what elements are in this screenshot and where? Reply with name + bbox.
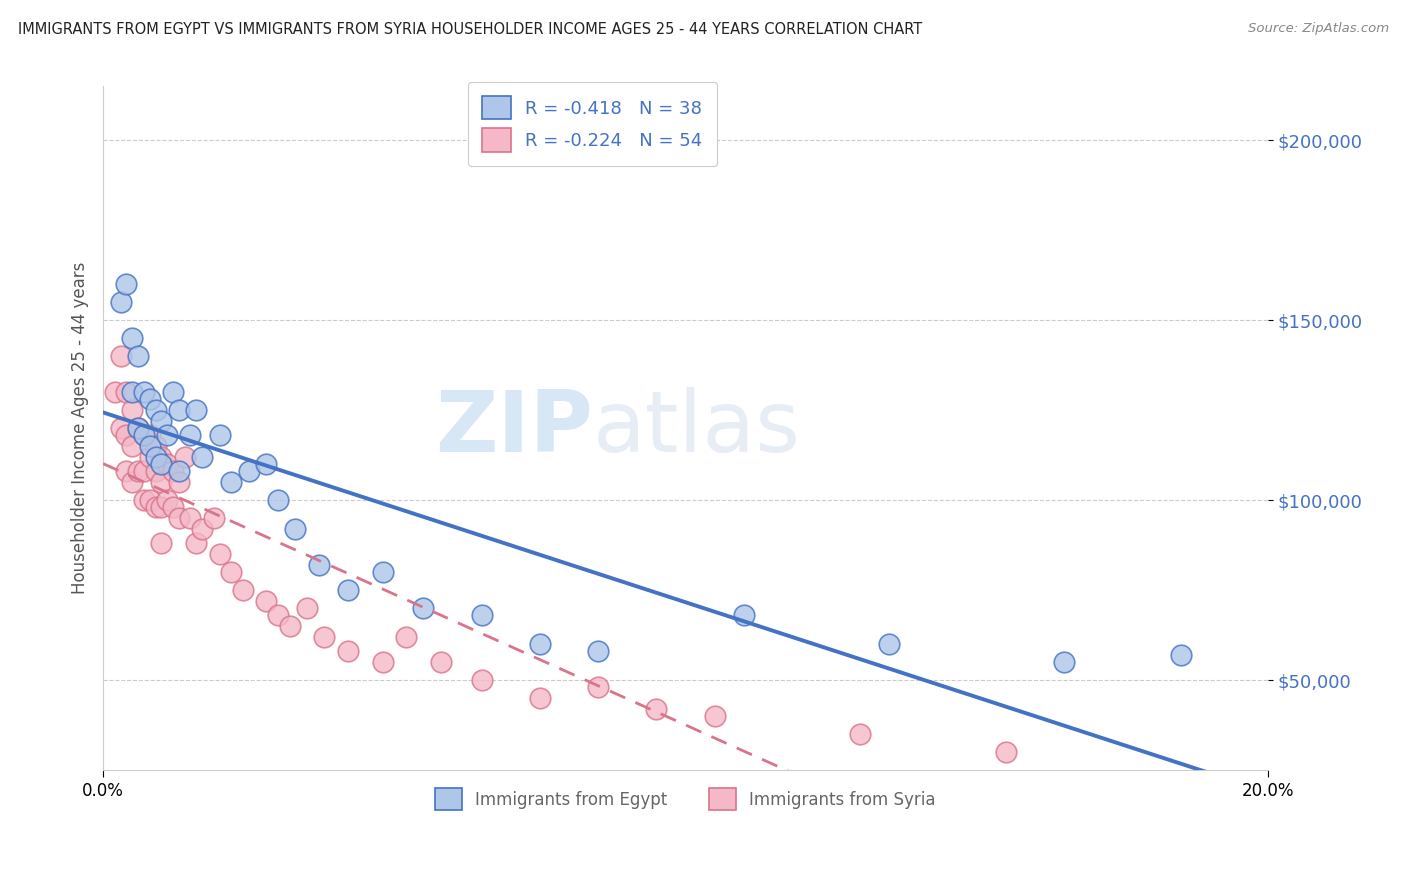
Point: [191, 522, 214, 536]
Point: [586, 680, 609, 694]
Point: [208, 547, 231, 561]
Point: [167, 403, 190, 417]
Point: [308, 558, 330, 572]
Point: [121, 331, 143, 345]
Text: IMMIGRANTS FROM EGYPT VS IMMIGRANTS FROM SYRIA HOUSEHOLDER INCOME AGES 25 - 44 Y: IMMIGRANTS FROM EGYPT VS IMMIGRANTS FROM…: [18, 22, 922, 37]
Point: [145, 450, 167, 464]
Point: [238, 464, 260, 478]
Text: ZIP: ZIP: [434, 386, 592, 470]
Point: [371, 565, 394, 579]
Point: [156, 493, 179, 508]
Point: [162, 500, 184, 515]
Point: [156, 428, 179, 442]
Point: [208, 428, 231, 442]
Point: [150, 475, 173, 490]
Point: [267, 608, 290, 623]
Point: [430, 655, 453, 669]
Point: [150, 457, 173, 471]
Point: [191, 450, 214, 464]
Point: [110, 421, 132, 435]
Point: [471, 608, 494, 623]
Point: [173, 450, 195, 464]
Point: [471, 673, 494, 687]
Point: [150, 500, 173, 515]
Point: [145, 500, 167, 515]
Point: [104, 385, 127, 400]
Point: [121, 403, 143, 417]
Point: [115, 428, 138, 442]
Point: [412, 601, 434, 615]
Point: [145, 464, 167, 478]
Y-axis label: Householder Income Ages 25 - 44 years: Householder Income Ages 25 - 44 years: [72, 262, 89, 594]
Point: [121, 385, 143, 400]
Point: [115, 385, 138, 400]
Point: [115, 464, 138, 478]
Text: Source: ZipAtlas.com: Source: ZipAtlas.com: [1249, 22, 1389, 36]
Point: [127, 349, 149, 363]
Point: [138, 392, 160, 407]
Point: [138, 450, 160, 464]
Point: [529, 691, 551, 706]
Point: [849, 727, 872, 741]
Point: [132, 428, 155, 442]
Point: [586, 644, 609, 658]
Point: [179, 511, 201, 525]
Point: [138, 439, 160, 453]
Point: [138, 493, 160, 508]
Text: atlas: atlas: [592, 386, 800, 470]
Point: [994, 745, 1017, 759]
Point: [232, 583, 254, 598]
Point: [645, 702, 668, 716]
Point: [371, 655, 394, 669]
Point: [110, 349, 132, 363]
Point: [254, 594, 277, 608]
Point: [127, 464, 149, 478]
Point: [336, 644, 359, 658]
Point: [167, 464, 190, 478]
Point: [110, 295, 132, 310]
Point: [254, 457, 277, 471]
Point: [202, 511, 225, 525]
Point: [115, 277, 138, 292]
Point: [121, 439, 143, 453]
Point: [295, 601, 318, 615]
Point: [132, 385, 155, 400]
Point: [529, 637, 551, 651]
Point: [150, 450, 173, 464]
Point: [132, 464, 155, 478]
Point: [1170, 648, 1192, 662]
Point: [167, 475, 190, 490]
Point: [733, 608, 755, 623]
Point: [284, 522, 307, 536]
Legend: Immigrants from Egypt, Immigrants from Syria: Immigrants from Egypt, Immigrants from S…: [422, 775, 949, 823]
Point: [138, 428, 160, 442]
Point: [162, 464, 184, 478]
Point: [156, 457, 179, 471]
Point: [1053, 655, 1076, 669]
Point: [145, 439, 167, 453]
Point: [162, 385, 184, 400]
Point: [879, 637, 901, 651]
Point: [219, 475, 242, 490]
Point: [145, 403, 167, 417]
Point: [336, 583, 359, 598]
Point: [150, 414, 173, 428]
Point: [278, 619, 301, 633]
Point: [121, 475, 143, 490]
Point: [127, 421, 149, 435]
Point: [219, 565, 242, 579]
Point: [395, 630, 418, 644]
Point: [703, 709, 725, 723]
Point: [132, 428, 155, 442]
Point: [186, 403, 208, 417]
Point: [167, 511, 190, 525]
Point: [186, 536, 208, 550]
Point: [132, 493, 155, 508]
Point: [150, 536, 173, 550]
Point: [314, 630, 336, 644]
Point: [179, 428, 201, 442]
Point: [127, 421, 149, 435]
Point: [267, 493, 290, 508]
